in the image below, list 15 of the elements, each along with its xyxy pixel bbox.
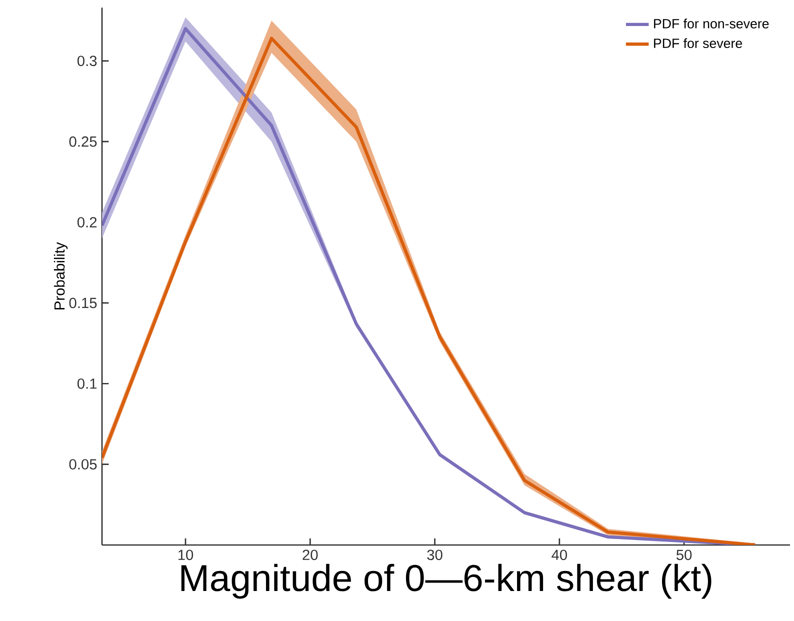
x-tick-label: 20 <box>302 550 318 560</box>
y-tick-label: 0.2 <box>77 217 97 228</box>
legend-label: PDF for non-severe <box>654 18 769 28</box>
y-tick-label: 0.15 <box>69 298 97 308</box>
x-tick-label: 30 <box>427 550 442 560</box>
y-tick-label: 0.3 <box>77 56 97 66</box>
legend-label: PDF for severe <box>654 38 742 48</box>
x-tick-label: 10 <box>178 550 194 560</box>
x-tick-label: 40 <box>552 550 567 560</box>
x-axis-title: Magnitude of 0—6-km shear (kt) <box>181 564 712 599</box>
y-tick-label: 0.05 <box>69 459 97 470</box>
y-axis-title: Probability <box>54 242 68 310</box>
y-tick-label: 0.1 <box>77 378 97 389</box>
x-tick-label: 50 <box>676 550 692 560</box>
y-tick-label: 0.25 <box>69 136 97 147</box>
